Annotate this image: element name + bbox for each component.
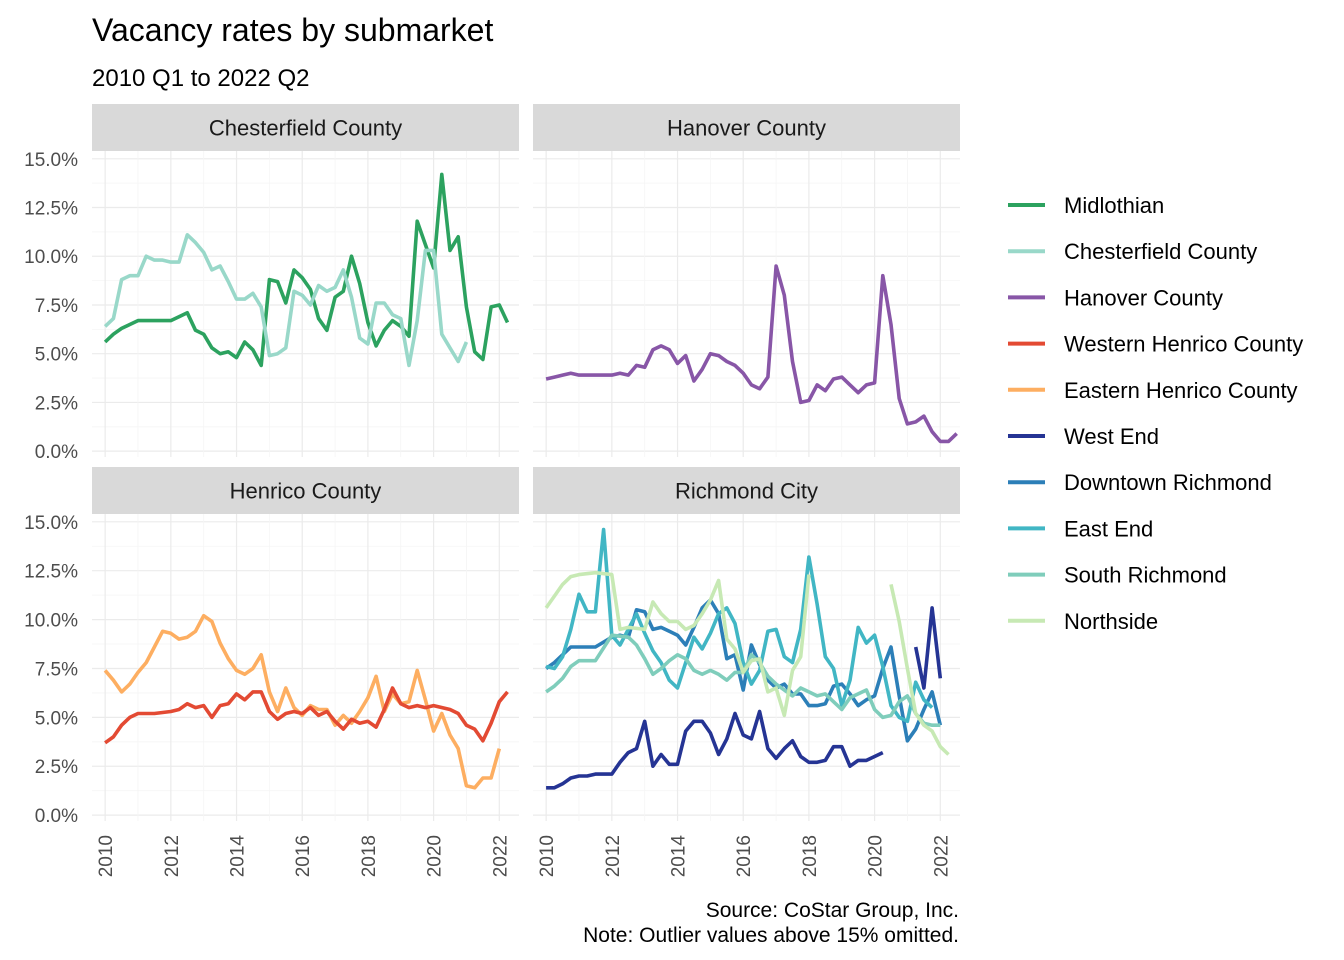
panel-strip-chesterfield-county <box>92 104 519 151</box>
panel-chesterfield-county: Chesterfield County 0.0% 2.5% 5.0% 7.5% 10.0%… <box>24 104 519 463</box>
series-line-west-end <box>546 709 884 790</box>
series-line-hanover-county <box>545 264 958 444</box>
caption-line: Source: CoStar Group, Inc. <box>706 899 959 922</box>
series-line-northside <box>544 570 811 718</box>
series-line-eastern-henrico-county <box>103 613 502 790</box>
legend-label: West End <box>1064 424 1159 449</box>
facet-panels: Chesterfield County 0.0% 2.5% 5.0% 7.5% 10.0%… <box>24 104 960 877</box>
caption: Source: CoStar Group, Inc.Note: Outlier … <box>583 899 959 947</box>
legend-label: East End <box>1064 516 1153 541</box>
x-tick-label: 2010 <box>537 835 558 877</box>
x-tick-label: 2018 <box>800 835 821 877</box>
chart-subtitle: 2010 Q1 to 2022 Q2 <box>92 65 310 92</box>
legend-item-western-henrico-county: Western Henrico County <box>1008 332 1303 357</box>
x-tick-label: 2016 <box>293 835 314 877</box>
legend-item-chesterfield-county: Chesterfield County <box>1008 239 1257 264</box>
panel-richmond-city: Richmond City 2010 2012 2014 2016 2018 2020 202… <box>533 467 960 877</box>
y-tick-label: 5.0% <box>35 345 78 366</box>
x-tick-label: 2018 <box>359 835 380 877</box>
legend-label: Chesterfield County <box>1064 239 1257 264</box>
legend-label: Northside <box>1064 609 1158 634</box>
gridlines-hanover-county <box>533 151 960 457</box>
panel-strip-richmond-city <box>533 467 960 514</box>
series-line-west-end <box>913 606 943 690</box>
legend: Midlothian Chesterfield County Hanover Cou… <box>1008 193 1303 634</box>
series-line-chesterfield-county <box>103 233 469 368</box>
y-tick-label: 2.5% <box>35 393 78 414</box>
panel-hanover-county: Hanover County <box>533 104 960 457</box>
panel-strip-henrico-county <box>92 467 519 514</box>
y-tick-label: 5.0% <box>35 708 78 729</box>
legend-item-east-end: East End <box>1008 516 1153 541</box>
x-tick-label: 2012 <box>603 835 624 877</box>
series-line-western-henrico-county <box>104 686 509 745</box>
x-tick-label: 2012 <box>162 835 183 877</box>
x-tick-label: 2016 <box>734 835 755 877</box>
gridlines-henrico-county <box>92 514 519 821</box>
y-tick-label: 15.0% <box>24 513 78 534</box>
legend-label: Eastern Henrico County <box>1064 378 1298 403</box>
y-tick-label: 10.0% <box>24 611 78 632</box>
series-line-midlothian <box>103 172 510 368</box>
legend-label: Hanover County <box>1064 285 1223 310</box>
caption-line: Note: Outlier values above 15% omitted. <box>583 924 959 947</box>
legend-item-eastern-henrico-county: Eastern Henrico County <box>1008 378 1298 403</box>
y-tick-label: 12.5% <box>24 199 78 220</box>
legend-item-hanover-county: Hanover County <box>1008 285 1223 310</box>
panel-henrico-county: Henrico County 0.0% 2.5% 5.0% 7.5% 10.0% 12.5%… <box>24 467 519 877</box>
panel-strip-hanover-county <box>533 104 960 151</box>
y-tick-label: 7.5% <box>35 659 78 680</box>
legend-label: Western Henrico County <box>1064 332 1303 357</box>
y-tick-label: 0.0% <box>35 806 78 827</box>
x-tick-label: 2022 <box>931 835 952 877</box>
legend-label: Downtown Richmond <box>1064 470 1272 495</box>
series-line-northside <box>889 584 950 756</box>
gridlines-chesterfield-county <box>92 151 519 457</box>
x-tick-label: 2022 <box>490 835 511 877</box>
legend-item-midlothian: Midlothian <box>1008 193 1164 218</box>
panel-title-richmond-city: Richmond City <box>675 479 818 504</box>
y-tick-label: 0.0% <box>35 442 78 463</box>
x-tick-label: 2020 <box>425 835 446 877</box>
y-tick-label: 10.0% <box>24 247 78 268</box>
legend-label: Midlothian <box>1064 193 1164 218</box>
legend-label: South Richmond <box>1064 563 1227 588</box>
y-tick-label: 12.5% <box>24 562 78 583</box>
x-tick-label: 2014 <box>669 835 690 878</box>
legend-item-downtown-richmond: Downtown Richmond <box>1008 470 1272 495</box>
panel-title-chesterfield-county: Chesterfield County <box>209 116 402 141</box>
y-tick-label: 2.5% <box>35 757 78 778</box>
y-tick-label: 15.0% <box>24 150 78 171</box>
gridlines-richmond-city <box>533 514 960 821</box>
legend-item-west-end: West End <box>1008 424 1159 449</box>
x-tick-label: 2014 <box>228 835 249 878</box>
x-tick-label: 2010 <box>96 835 117 877</box>
series-line-east-end <box>545 527 934 724</box>
panel-title-henrico-county: Henrico County <box>230 479 382 504</box>
x-tick-label: 2020 <box>866 835 887 877</box>
panel-title-hanover-county: Hanover County <box>667 116 826 141</box>
chart-title: Vacancy rates by submarket <box>92 12 493 48</box>
y-tick-label: 7.5% <box>35 296 78 317</box>
legend-item-south-richmond: South Richmond <box>1008 563 1227 588</box>
legend-item-northside: Northside <box>1008 609 1158 634</box>
